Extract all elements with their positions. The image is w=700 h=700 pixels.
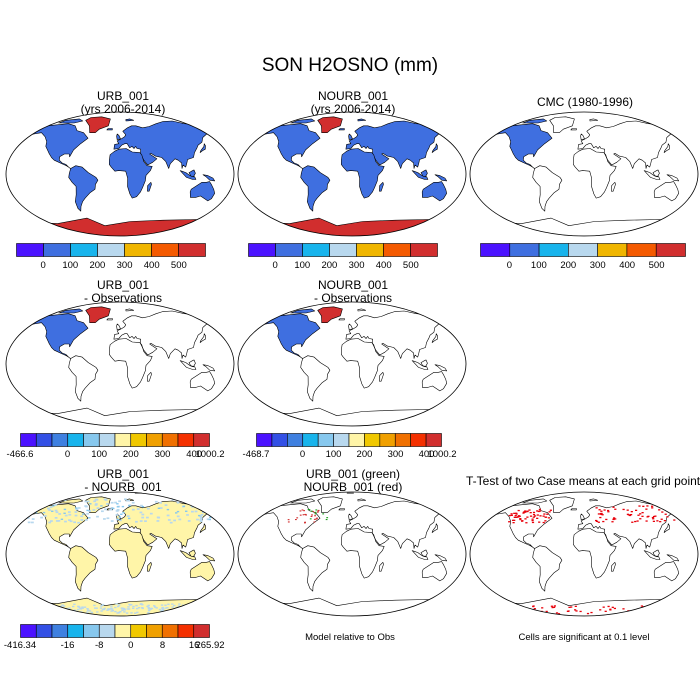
map-nourb	[237, 111, 467, 237]
colorbar-urb-obs-labels: -466.6 0 100 200 300 400 1000.2	[6, 449, 225, 460]
colorbar-urb-nourb	[20, 624, 210, 638]
model-relative-note: Model relative to Obs	[305, 632, 395, 643]
colorbar-urb-labels: 0 100 200 300 400 500	[40, 260, 187, 271]
colorbar-urb	[16, 243, 206, 257]
map-urb-obs	[5, 301, 235, 427]
panel-title-ttest: T-Test of two Case means at each grid po…	[466, 474, 700, 488]
panel-title-nourb-obs: NOURB_001- Observations	[313, 278, 393, 305]
panel-title-nourb: NOURB_001 (yrs 2006-2014)	[310, 89, 396, 116]
panel-title-urb-nourb: URB_001- NOURB_001	[84, 467, 162, 494]
colorbar-nourb-obs-labels: -468.7 0 100 200 300 400 1000.2	[242, 449, 457, 460]
map-urb	[5, 111, 235, 237]
page-title: SON H2OSNO (mm)	[261, 55, 439, 76]
map-urb-nourb	[5, 491, 235, 617]
significance-note: Cells are significant at 0.1 level	[518, 632, 650, 643]
colorbar-cmc	[480, 243, 686, 257]
panel-title-urb-obs: URB_001- Observations	[83, 278, 163, 305]
colorbar-urb-nourb-labels: -416.34 -16 -8 0 8 16 265.92	[3, 640, 225, 651]
panel-title-green-red: URB_001 (green) NOURB_001 (red)	[303, 467, 403, 494]
map-nourb-obs	[237, 301, 467, 427]
map-cmc	[469, 111, 699, 237]
colorbar-urb-obs	[20, 433, 210, 447]
colorbar-nourb-obs	[256, 433, 442, 447]
colorbar-nourb	[248, 243, 438, 257]
map-ttest	[469, 491, 699, 617]
panel-title-cmc: CMC (1980-1996)	[536, 95, 634, 109]
colorbar-nourb-labels: 0 100 200 300 400 500	[272, 260, 419, 271]
colorbar-cmc-labels: 0 100 200 300 400 500	[506, 260, 665, 271]
panel-title-urb: URB_001 (yrs 2006-2014)	[80, 89, 166, 116]
map-green-red	[237, 491, 467, 617]
